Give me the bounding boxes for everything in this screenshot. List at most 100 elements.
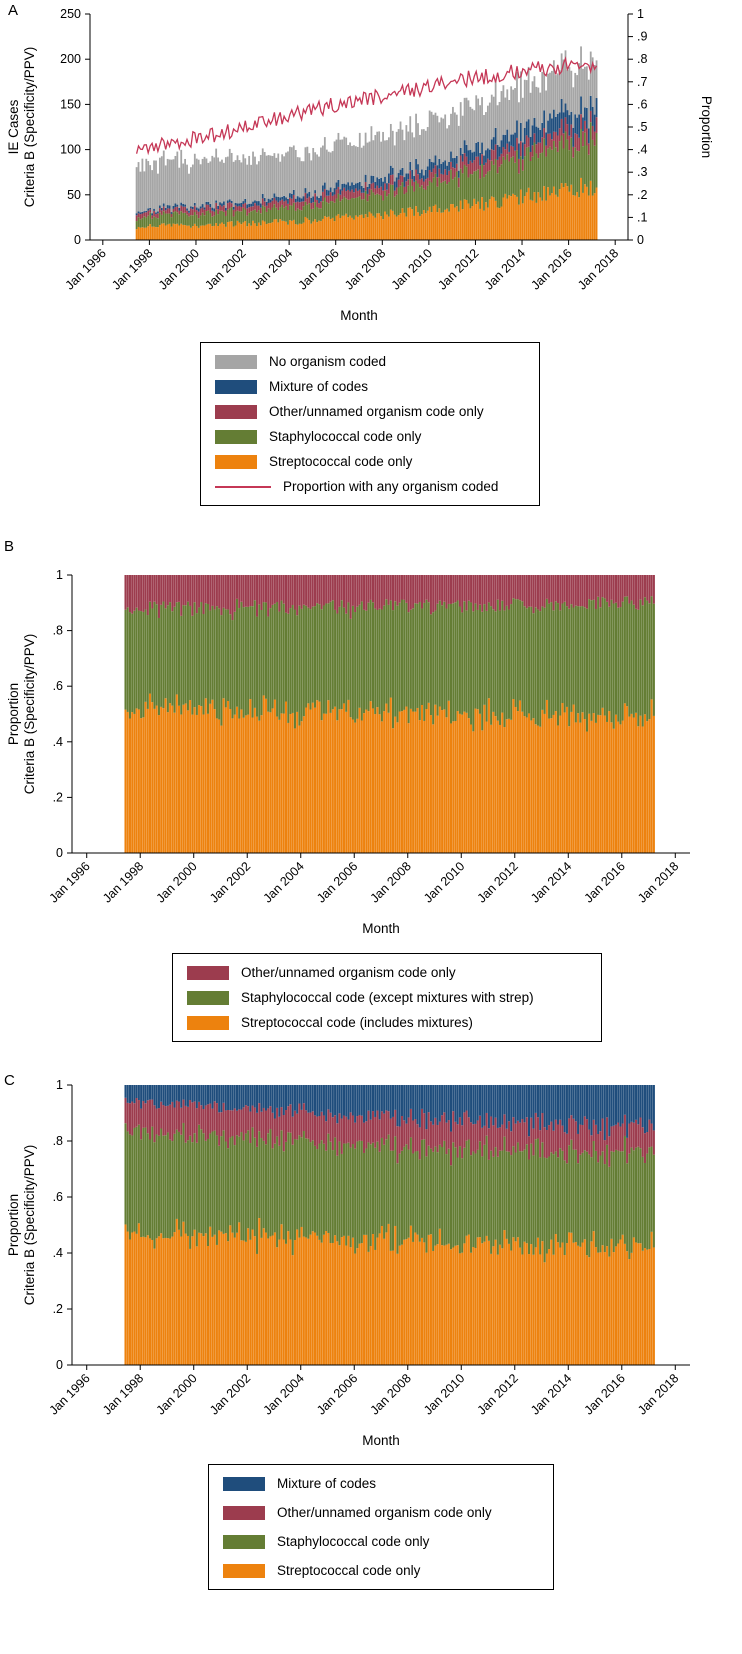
svg-text:200: 200 <box>60 52 81 66</box>
svg-text:Jan 2014: Jan 2014 <box>528 1371 574 1417</box>
svg-text:0: 0 <box>74 233 81 247</box>
svg-text:.2: .2 <box>637 188 647 202</box>
svg-text:Jan 2012: Jan 2012 <box>475 1371 521 1417</box>
svg-text:.6: .6 <box>53 679 63 693</box>
svg-text:Jan 2006: Jan 2006 <box>296 246 342 292</box>
svg-text:.5: .5 <box>637 120 647 134</box>
svg-text:Jan 2018: Jan 2018 <box>635 1371 681 1417</box>
legend-item-no-organism-coded: No organism coded <box>215 354 525 369</box>
legend-label: Mixture of codes <box>269 379 369 394</box>
svg-text:Jan 2018: Jan 2018 <box>575 246 621 292</box>
svg-text:250: 250 <box>60 7 81 21</box>
legend-label: Staphylococcal code only <box>277 1534 430 1549</box>
svg-text:.1: .1 <box>637 210 647 224</box>
svg-text:.3: .3 <box>637 165 647 179</box>
svg-text:Proportion: Proportion <box>6 683 21 745</box>
svg-text:Jan 2014: Jan 2014 <box>482 246 528 292</box>
svg-text:Month: Month <box>362 921 400 936</box>
svg-text:IE Cases: IE Cases <box>6 99 21 154</box>
legend-label: Staphylococcal code only <box>269 429 422 444</box>
svg-text:50: 50 <box>67 188 81 202</box>
orange-swatch-icon <box>223 1563 265 1578</box>
legend-item-streptococcal: Streptococcal code (includes mixtures) <box>187 1015 587 1030</box>
legend-item-proportion-line: Proportion with any organism coded <box>215 479 525 494</box>
svg-text:Jan 1998: Jan 1998 <box>100 1371 146 1417</box>
svg-text:Jan 1996: Jan 1996 <box>47 1371 93 1417</box>
svg-text:Jan 1998: Jan 1998 <box>109 246 155 292</box>
svg-text:0: 0 <box>56 1358 63 1372</box>
legend-item-streptococcal: Streptococcal code only <box>223 1563 539 1578</box>
svg-text:1: 1 <box>56 1078 63 1092</box>
svg-text:Month: Month <box>340 308 378 323</box>
svg-text:Jan 2002: Jan 2002 <box>207 859 253 905</box>
svg-text:.6: .6 <box>53 1190 63 1204</box>
svg-text:Proportion: Proportion <box>6 1194 21 1256</box>
legend-item-mixture-of-codes: Mixture of codes <box>215 379 525 394</box>
svg-text:Criteria B (Specificity/PPV): Criteria B (Specificity/PPV) <box>22 1145 37 1306</box>
orange-swatch-icon <box>187 1015 229 1030</box>
legend-label: Other/unnamed organism code only <box>269 404 484 419</box>
green-swatch-icon <box>215 429 257 444</box>
svg-text:.2: .2 <box>53 1302 63 1316</box>
legend-label: Streptococcal code (includes mixtures) <box>241 1015 473 1030</box>
navy-swatch-icon <box>215 379 257 394</box>
panel-c-legend: Mixture of codes Other/unnamed organism … <box>208 1464 554 1590</box>
svg-text:Jan 2012: Jan 2012 <box>475 859 521 905</box>
gray-swatch-icon <box>215 354 257 369</box>
svg-text:Jan 2010: Jan 2010 <box>421 859 467 905</box>
svg-text:0: 0 <box>637 233 644 247</box>
svg-text:Month: Month <box>362 1433 400 1448</box>
svg-text:.4: .4 <box>637 143 647 157</box>
legend-label: Other/unnamed organism code only <box>241 965 456 980</box>
orange-swatch-icon <box>215 454 257 469</box>
svg-text:Jan 2000: Jan 2000 <box>154 1371 200 1417</box>
legend-item-other-unnamed: Other/unnamed organism code only <box>215 404 525 419</box>
svg-text:Jan 2012: Jan 2012 <box>435 246 481 292</box>
svg-text:Jan 2004: Jan 2004 <box>261 1371 307 1417</box>
svg-text:1: 1 <box>56 568 63 582</box>
svg-text:Jan 2008: Jan 2008 <box>342 246 388 292</box>
svg-text:Jan 2000: Jan 2000 <box>154 859 200 905</box>
svg-text:.8: .8 <box>53 624 63 638</box>
maroon-swatch-icon <box>223 1505 265 1520</box>
legend-item-staphylococcal: Staphylococcal code only <box>215 429 525 444</box>
svg-text:.8: .8 <box>637 52 647 66</box>
svg-text:Jan 2006: Jan 2006 <box>314 859 360 905</box>
svg-text:.4: .4 <box>53 735 63 749</box>
svg-text:Criteria B (Specificity/PPV): Criteria B (Specificity/PPV) <box>22 634 37 795</box>
panel-b-legend: Other/unnamed organism code only Staphyl… <box>172 953 602 1042</box>
legend-item-staphylococcal: Staphylococcal code only <box>223 1534 539 1549</box>
legend-label: Other/unnamed organism code only <box>277 1505 492 1520</box>
legend-label: Staphylococcal code (except mixtures wit… <box>241 990 534 1005</box>
svg-text:1: 1 <box>637 7 644 21</box>
panel-a-legend: No organism coded Mixture of codes Other… <box>200 342 540 506</box>
svg-text:Jan 2016: Jan 2016 <box>582 1371 628 1417</box>
svg-text:Jan 2008: Jan 2008 <box>368 1371 414 1417</box>
green-swatch-icon <box>223 1534 265 1549</box>
svg-text:Proportion: Proportion <box>699 96 714 158</box>
svg-text:Jan 2004: Jan 2004 <box>249 246 295 292</box>
svg-text:Jan 2002: Jan 2002 <box>207 1371 253 1417</box>
svg-text:Jan 1996: Jan 1996 <box>47 859 93 905</box>
red-line-swatch-icon <box>215 485 271 488</box>
maroon-swatch-icon <box>187 965 229 980</box>
svg-text:Criteria B (Specificity/PPV): Criteria B (Specificity/PPV) <box>22 47 37 208</box>
navy-swatch-icon <box>223 1476 265 1491</box>
green-swatch-icon <box>187 990 229 1005</box>
legend-item-mixture-of-codes: Mixture of codes <box>223 1476 539 1491</box>
svg-text:Jan 2002: Jan 2002 <box>202 246 248 292</box>
svg-text:0: 0 <box>56 846 63 860</box>
legend-label: Streptococcal code only <box>269 454 413 469</box>
legend-label: No organism coded <box>269 354 387 369</box>
legend-item-streptococcal: Streptococcal code only <box>215 454 525 469</box>
legend-label: Proportion with any organism coded <box>283 479 499 494</box>
legend-label: Streptococcal code only <box>277 1563 421 1578</box>
panel-a-label: A <box>8 2 19 19</box>
svg-text:Jan 2016: Jan 2016 <box>528 246 574 292</box>
svg-text:Jan 2010: Jan 2010 <box>421 1371 467 1417</box>
svg-text:.7: .7 <box>637 75 647 89</box>
svg-text:Jan 1998: Jan 1998 <box>100 859 146 905</box>
